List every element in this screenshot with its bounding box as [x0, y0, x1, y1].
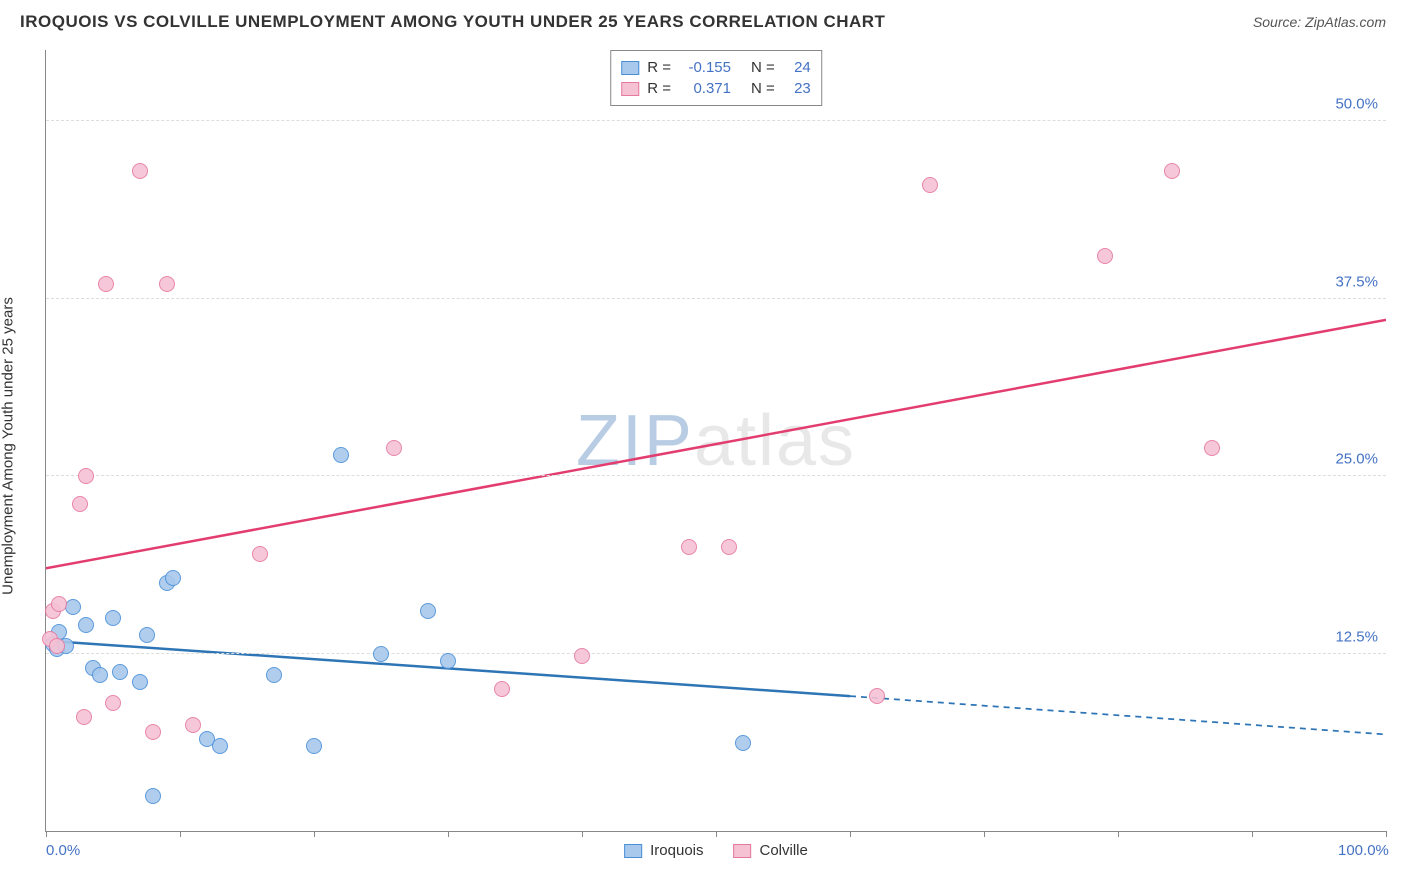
x-tick-label: 0.0%	[46, 842, 80, 859]
regression-lines	[46, 50, 1386, 831]
data-point	[76, 709, 92, 725]
data-point	[735, 735, 751, 751]
legend-swatch	[734, 844, 752, 858]
gridline	[46, 475, 1386, 476]
data-point	[132, 674, 148, 690]
legend-item: Iroquois	[624, 842, 703, 859]
data-point	[78, 468, 94, 484]
data-point	[373, 646, 389, 662]
r-label: R =	[647, 59, 671, 76]
n-label: N =	[751, 59, 775, 76]
data-point	[922, 177, 938, 193]
data-point	[212, 738, 228, 754]
data-point	[681, 539, 697, 555]
data-point	[1164, 163, 1180, 179]
data-point	[132, 163, 148, 179]
gridline	[46, 120, 1386, 121]
y-tick-label: 37.5%	[1335, 273, 1378, 290]
data-point	[49, 638, 65, 654]
y-tick-label: 50.0%	[1335, 96, 1378, 113]
x-tick-mark	[582, 831, 583, 837]
r-label: R =	[647, 80, 671, 97]
x-tick-mark	[984, 831, 985, 837]
x-tick-mark	[314, 831, 315, 837]
data-point	[420, 603, 436, 619]
correlation-stats-box: R = -0.155 N = 24 R = 0.371 N = 23	[610, 50, 822, 106]
data-point	[159, 276, 175, 292]
legend-swatch	[621, 61, 639, 75]
n-label: N =	[751, 80, 775, 97]
legend-label: Iroquois	[650, 842, 703, 859]
legend-item: Colville	[734, 842, 808, 859]
data-point	[1097, 248, 1113, 264]
data-point	[51, 596, 67, 612]
data-point	[105, 695, 121, 711]
source-attribution: Source: ZipAtlas.com	[1253, 14, 1386, 30]
chart-title: IROQUOIS VS COLVILLE UNEMPLOYMENT AMONG …	[20, 12, 885, 32]
data-point	[72, 496, 88, 512]
watermark: ZIPatlas	[576, 400, 856, 482]
data-point	[98, 276, 114, 292]
x-tick-label: 100.0%	[1338, 842, 1389, 859]
legend-swatch	[624, 844, 642, 858]
y-axis-label: Unemployment Among Youth under 25 years	[0, 297, 17, 595]
stats-row: R = -0.155 N = 24	[621, 57, 811, 78]
data-point	[1204, 440, 1220, 456]
data-point	[869, 688, 885, 704]
n-value: 24	[783, 59, 811, 76]
legend-swatch	[621, 82, 639, 96]
n-value: 23	[783, 80, 811, 97]
x-tick-mark	[1252, 831, 1253, 837]
x-tick-mark	[1118, 831, 1119, 837]
data-point	[266, 667, 282, 683]
data-point	[105, 610, 121, 626]
series-legend: Iroquois Colville	[624, 842, 808, 859]
y-tick-label: 12.5%	[1335, 628, 1378, 645]
gridline	[46, 298, 1386, 299]
x-tick-mark	[1386, 831, 1387, 837]
data-point	[145, 724, 161, 740]
data-point	[440, 653, 456, 669]
data-point	[165, 570, 181, 586]
data-point	[574, 648, 590, 664]
data-point	[92, 667, 108, 683]
x-tick-mark	[46, 831, 47, 837]
gridline	[46, 653, 1386, 654]
x-tick-mark	[448, 831, 449, 837]
x-tick-mark	[850, 831, 851, 837]
stats-row: R = 0.371 N = 23	[621, 78, 811, 99]
r-value: -0.155	[679, 59, 731, 76]
data-point	[145, 788, 161, 804]
data-point	[185, 717, 201, 733]
data-point	[494, 681, 510, 697]
x-tick-mark	[716, 831, 717, 837]
data-point	[112, 664, 128, 680]
legend-label: Colville	[760, 842, 808, 859]
data-point	[306, 738, 322, 754]
data-point	[386, 440, 402, 456]
scatter-chart: ZIPatlas R =-0.155N =24R =0.371N =23 Iro…	[45, 50, 1386, 832]
x-tick-mark	[180, 831, 181, 837]
data-point	[139, 627, 155, 643]
data-point	[721, 539, 737, 555]
r-value: 0.371	[679, 80, 731, 97]
data-point	[252, 546, 268, 562]
data-point	[78, 617, 94, 633]
y-tick-label: 25.0%	[1335, 451, 1378, 468]
data-point	[333, 447, 349, 463]
